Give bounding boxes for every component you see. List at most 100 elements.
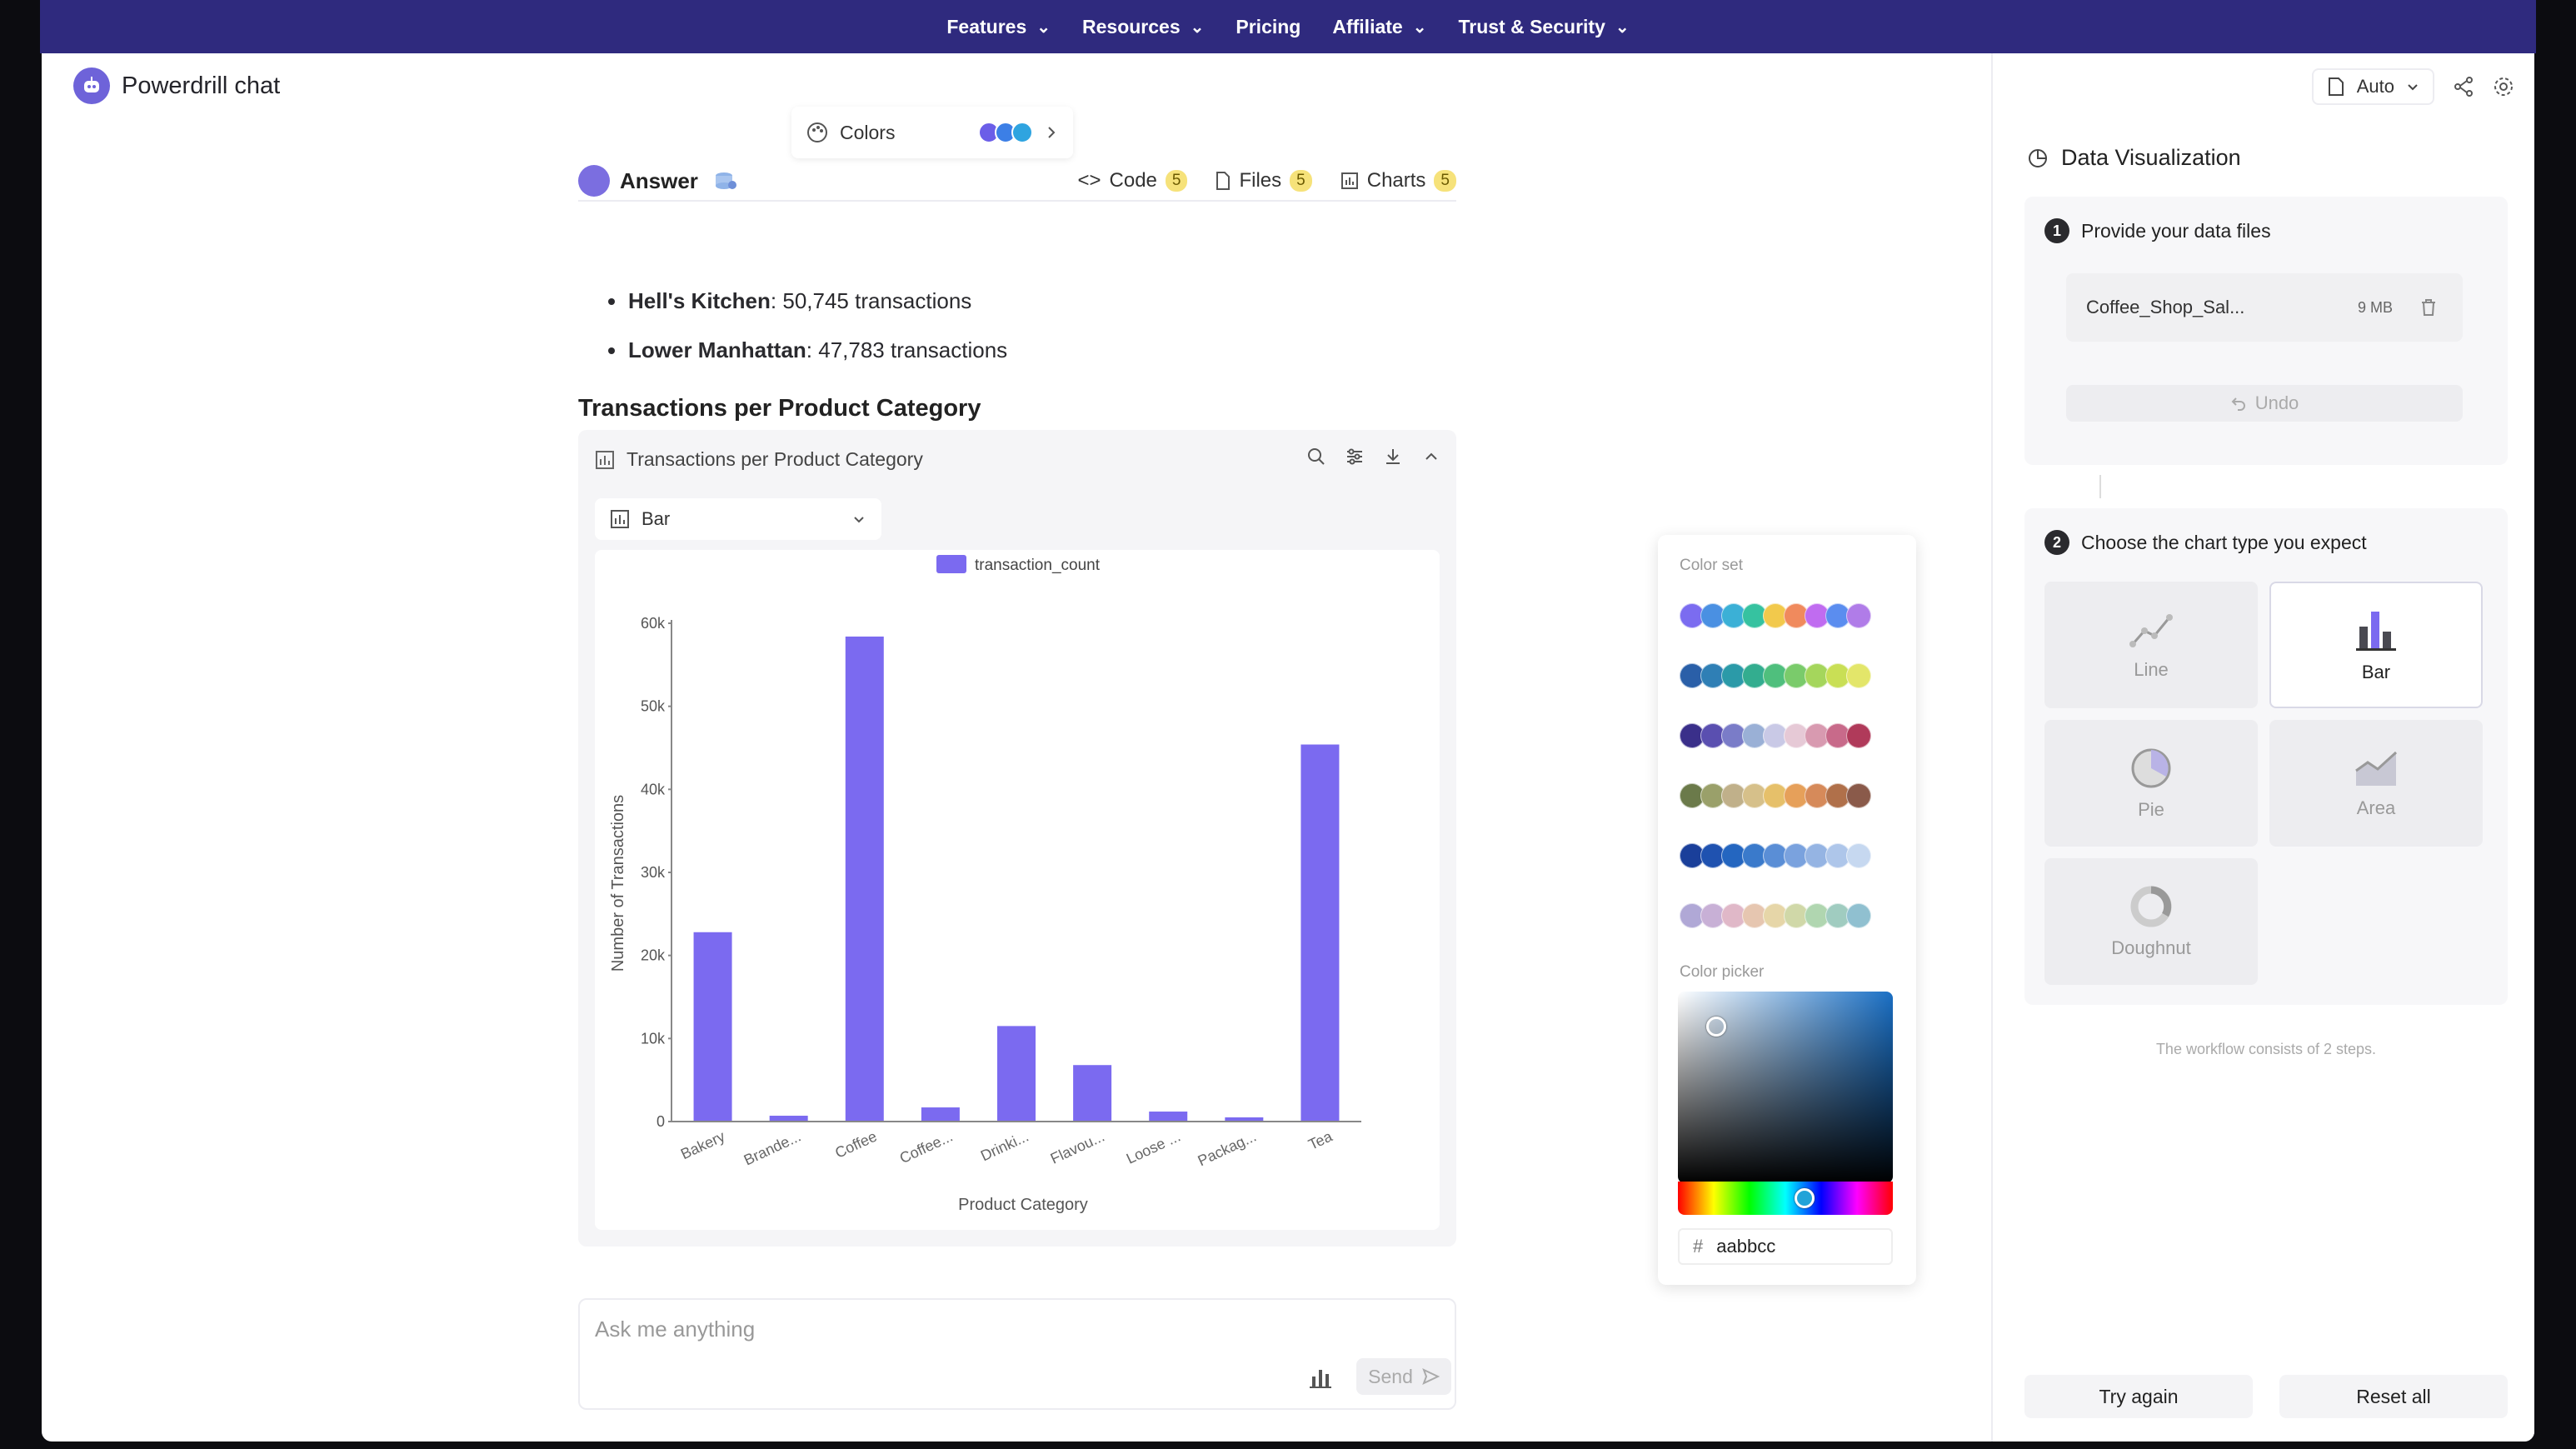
color-swatch (1011, 122, 1033, 143)
color-set-row[interactable] (1680, 603, 1871, 628)
bar[interactable] (845, 636, 884, 1122)
chart-type-area[interactable]: Area (2269, 720, 2483, 847)
nav-affiliate[interactable]: Affiliate ⌄ (1316, 16, 1442, 38)
step-title: Choose the chart type you expect (2081, 531, 2367, 553)
color-set-label: Color set (1680, 557, 1744, 574)
color-set-row[interactable] (1680, 843, 1871, 868)
nav-features-label: Features (946, 15, 1027, 37)
bullet-text: : 50,745 transactions (770, 288, 972, 313)
undo-label: Undo (2254, 392, 2299, 413)
color-picker-label: Color picker (1680, 963, 1765, 981)
pie-chart-icon (2129, 746, 2174, 791)
bar[interactable] (1300, 744, 1340, 1122)
tab-code-count: 5 (1165, 170, 1188, 192)
chart-type-select[interactable]: Bar (595, 498, 881, 540)
ask-placeholder: Ask me anything (595, 1317, 756, 1342)
nav-affiliate-label: Affiliate (1332, 15, 1403, 37)
undo-button[interactable]: Undo (2066, 385, 2463, 422)
x-tick-label: Bakery (678, 1127, 727, 1162)
tab-charts-label: Charts (1366, 169, 1426, 192)
y-tick-label: 20k (641, 947, 666, 964)
file-size: 9 MB (2357, 298, 2393, 316)
tab-charts[interactable]: Charts 5 (1340, 169, 1456, 192)
chart-type-line[interactable]: Line (2044, 582, 2258, 708)
reset-all-button[interactable]: Reset all (2279, 1375, 2508, 1418)
tab-files[interactable]: Files 5 (1216, 169, 1312, 192)
chart-type-label: Doughnut (2111, 937, 2191, 958)
zoom-icon[interactable] (1306, 447, 1326, 467)
bar[interactable] (1225, 1117, 1264, 1122)
hue-slider[interactable] (1678, 1182, 1893, 1215)
gear-icon[interactable] (2493, 76, 2514, 97)
chart-type-value: Bar (642, 508, 671, 529)
hex-value: aabbcc (1716, 1236, 1776, 1257)
bar[interactable] (1149, 1112, 1188, 1122)
share-icon[interactable] (2453, 76, 2474, 97)
chart-type-label: Line (2134, 659, 2169, 680)
chart-icon[interactable] (1308, 1365, 1333, 1390)
chart-type-label: Pie (2138, 799, 2164, 820)
right-panel: Auto Data Visualization 1 Provide your d… (1991, 53, 2534, 1442)
try-again-button[interactable]: Try again (2024, 1375, 2253, 1418)
y-tick-label: 30k (641, 864, 666, 881)
brand[interactable]: Powerdrill chat (73, 67, 280, 104)
file-name: Coffee_Shop_Sal... (2086, 297, 2245, 317)
chart-legend: transaction_count (936, 555, 1101, 574)
nav-resources[interactable]: Resources ⌄ (1066, 16, 1220, 38)
tab-files-label: Files (1239, 169, 1282, 192)
nav-features[interactable]: Features ⌄ (931, 16, 1066, 38)
chart-card-header: Transactions per Product Category (595, 448, 923, 471)
step-number: 1 (2044, 218, 2069, 243)
color-swatch (1846, 783, 1871, 808)
nav-resources-label: Resources (1082, 15, 1181, 37)
color-set-row[interactable] (1680, 663, 1871, 688)
bar[interactable] (1073, 1065, 1112, 1122)
chart-type-bar[interactable]: Bar (2269, 582, 2483, 708)
x-tick-label: Coffee... (897, 1127, 956, 1167)
section-title: Transactions per Product Category (578, 395, 981, 422)
bar[interactable] (693, 932, 732, 1122)
y-tick-label: 40k (641, 781, 666, 797)
chevron-right-icon (1045, 125, 1058, 140)
auto-select[interactable]: Auto (2311, 68, 2434, 105)
brand-name: Powerdrill chat (122, 72, 281, 99)
chart-type-doughnut[interactable]: Doughnut (2044, 858, 2258, 985)
chevron-down-icon: ⌄ (1615, 17, 1630, 37)
bar[interactable] (997, 1026, 1036, 1122)
color-picker-area[interactable] (1678, 992, 1893, 1183)
y-tick-label: 10k (641, 1030, 666, 1047)
colors-label: Colors (840, 121, 896, 143)
nav-trust-security[interactable]: Trust & Security ⌄ (1442, 16, 1645, 38)
top-nav: Features ⌄ Resources ⌄ Pricing Affiliate ⌄ … (40, 0, 2536, 53)
download-icon[interactable] (1383, 447, 1403, 467)
color-swatch (1846, 903, 1871, 928)
trash-icon[interactable] (2419, 297, 2438, 317)
color-set-row[interactable] (1680, 903, 1871, 928)
file-card[interactable]: Coffee_Shop_Sal... 9 MB (2066, 273, 2463, 342)
chart-type-pie[interactable]: Pie (2044, 720, 2258, 847)
bar[interactable] (921, 1107, 960, 1122)
step-header: 1 Provide your data files (2044, 218, 2271, 243)
chart-card-title: Transactions per Product Category (627, 448, 923, 470)
chevron-down-icon: ⌄ (1036, 17, 1051, 37)
nav-pricing[interactable]: Pricing (1220, 16, 1316, 38)
y-ticks: 0 10k 20k 30k 40k 50k 60k (641, 615, 671, 1130)
picker-handle[interactable] (1706, 1017, 1726, 1037)
ask-input[interactable]: Ask me anything Send (578, 1298, 1456, 1410)
area-chart-icon (2353, 747, 2399, 789)
send-button[interactable]: Send (1356, 1358, 1451, 1395)
hex-input[interactable]: # aabbcc (1678, 1228, 1893, 1265)
hue-handle[interactable] (1795, 1188, 1815, 1208)
color-set-row[interactable] (1680, 783, 1871, 808)
colors-button[interactable]: Colors (791, 107, 1073, 158)
bullet-bold: Hell's Kitchen (628, 288, 771, 313)
bar[interactable] (769, 1116, 808, 1122)
list-item: Lower Manhattan: 47,783 transactions (608, 326, 1007, 375)
chevron-up-icon[interactable] (1421, 447, 1441, 467)
settings-sliders-icon[interactable] (1345, 447, 1365, 467)
tab-code-label: Code (1109, 169, 1157, 192)
x-tick-label: Flavou... (1048, 1127, 1107, 1167)
color-set-row[interactable] (1680, 723, 1871, 748)
tab-code[interactable]: <> Code 5 (1078, 169, 1188, 192)
send-label: Send (1368, 1365, 1413, 1387)
